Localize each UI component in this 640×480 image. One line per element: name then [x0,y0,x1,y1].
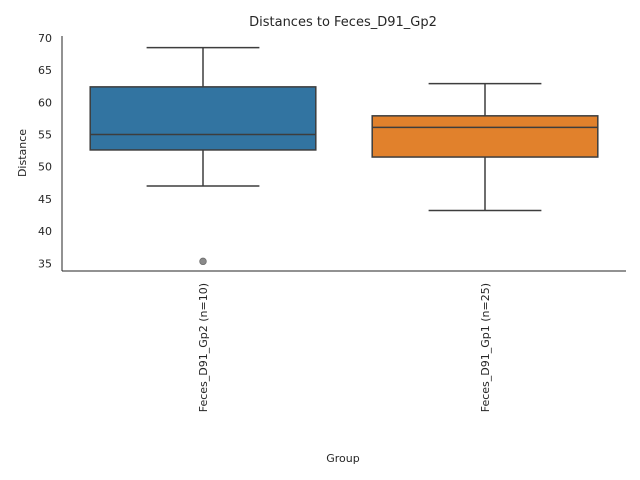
y-tick-label: 65 [38,64,52,77]
y-tick-label: 40 [38,225,52,238]
x-axis-label: Group [326,452,360,465]
boxes-layer [89,46,599,266]
y-tick-label: 35 [38,257,52,270]
x-tick-label: Feces_D91_Gp2 (n=10) [197,283,210,412]
y-tick-label: 45 [38,193,52,206]
y-tick-label: 70 [38,32,52,45]
box-group [89,46,317,266]
outlier-point [199,257,207,266]
y-axis-label: Distance [16,129,29,177]
y-tick-label: 60 [38,96,52,109]
box-iqr [89,86,317,151]
x-tick-label: Feces_D91_Gp1 (n=25) [479,283,492,412]
y-tick-label: 55 [38,129,52,142]
box-group [371,82,599,212]
chart-title: Distances to Feces_D91_Gp2 [249,15,437,30]
x-axis: Feces_D91_Gp2 (n=10) Feces_D91_Gp1 (n=25) [62,270,626,412]
y-axis: 35 40 45 50 55 60 65 70 [38,32,63,271]
y-tick-label: 50 [38,161,52,174]
box-iqr [371,115,599,158]
